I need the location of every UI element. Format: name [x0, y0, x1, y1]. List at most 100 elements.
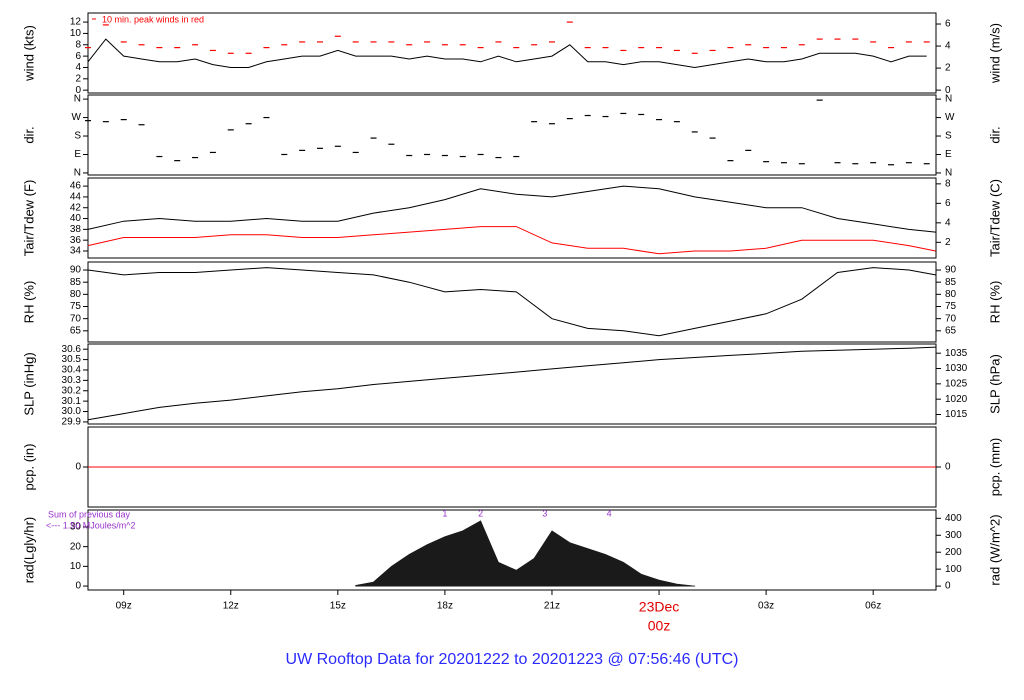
y2-axis-label: rad (W/m^2)	[987, 514, 1002, 585]
y-tick-label: W	[72, 112, 82, 123]
x-tick-label: 06z	[865, 601, 881, 612]
y2-tick-label: 65	[945, 325, 957, 336]
x-tick-label: 18z	[437, 601, 453, 612]
y-tick-label: 8	[75, 39, 81, 50]
y-tick-label: 4	[75, 62, 81, 73]
y2-axis-label: SLP (hPa)	[987, 354, 1002, 414]
y2-axis-label: dir.	[987, 126, 1002, 143]
panel-frame	[87, 12, 937, 94]
y2-tick-label: W	[945, 112, 955, 123]
y-tick-label: 85	[70, 277, 82, 288]
y-tick-label: E	[74, 149, 81, 160]
y2-tick-label: 1030	[945, 363, 968, 374]
x-tick-label: 00z	[648, 618, 671, 634]
y-tick-label: 10	[70, 28, 82, 39]
y-tick-label: 30.5	[62, 354, 82, 365]
y-tick-label: 42	[70, 202, 82, 213]
y-tick-label: 0	[75, 85, 81, 96]
line	[87, 226, 936, 255]
y-tick-label: 34	[70, 246, 82, 257]
y-tick-label: 65	[70, 325, 82, 336]
y2-tick-label: N	[945, 94, 952, 105]
y2-tick-label: 1025	[945, 378, 968, 389]
marker-label: 1	[442, 508, 447, 518]
x-tick-label: 21z	[544, 601, 560, 612]
y-tick-label: 40	[70, 213, 82, 224]
panel-frame	[87, 177, 937, 259]
y-axis-label: dir.	[21, 126, 36, 143]
y-axis-label: SLP (inHg)	[21, 352, 36, 415]
y2-tick-label: 0	[945, 462, 951, 473]
y2-axis-label: RH (%)	[987, 281, 1002, 324]
x-tick-label: 15z	[330, 601, 346, 612]
y-axis-label: pcp. (in)	[21, 444, 36, 491]
y2-tick-label: 6	[945, 198, 951, 209]
y2-tick-label: E	[945, 149, 952, 160]
y2-axis-label: Tair/Tdew (C)	[987, 179, 1002, 257]
x-tick-label: 03z	[758, 601, 774, 612]
marker-label: 2	[478, 508, 483, 518]
area	[355, 520, 696, 587]
y-tick-label: 44	[70, 192, 82, 203]
y2-tick-label: 400	[945, 513, 962, 524]
y-tick-label: 90	[70, 265, 82, 276]
y-tick-label: N	[74, 168, 81, 179]
y-tick-label: 12	[70, 17, 82, 28]
line	[87, 185, 936, 233]
y-tick-label: 36	[70, 235, 82, 246]
y-tick-label: 2	[75, 73, 81, 84]
marker-label: 3	[542, 508, 547, 518]
y2-tick-label: 90	[945, 265, 957, 276]
y2-tick-label: 1020	[945, 394, 968, 405]
y2-tick-label: 70	[945, 313, 957, 324]
y2-tick-label: 1015	[945, 409, 968, 420]
y-axis-label: RH (%)	[21, 281, 36, 324]
annotation: <--- 1.50 MJoules/m^2	[46, 520, 136, 530]
y2-axis-label: pcp. (mm)	[987, 438, 1002, 497]
y2-axis-label: wind (m/s)	[987, 23, 1002, 84]
y-tick-label: 80	[70, 289, 82, 300]
y2-tick-label: S	[945, 131, 952, 142]
panel-frame	[87, 94, 937, 176]
line	[87, 38, 927, 69]
marker-label: 4	[607, 508, 612, 518]
y-tick-label: 10	[70, 561, 82, 572]
y2-tick-label: 2	[945, 63, 951, 74]
y2-tick-label: 200	[945, 547, 962, 558]
date-label: 23Dec	[639, 599, 679, 615]
y2-tick-label: 0	[945, 581, 951, 592]
y2-tick-label: N	[945, 168, 952, 179]
panel-frame	[87, 261, 937, 343]
y2-tick-label: 8	[945, 178, 951, 189]
y2-tick-label: 6	[945, 19, 951, 30]
y-axis-label: wind (kts)	[21, 25, 36, 82]
panel-frame	[87, 343, 937, 425]
y-tick-label: S	[74, 131, 81, 142]
x-tick-label: 12z	[223, 601, 239, 612]
y2-tick-label: 80	[945, 289, 957, 300]
y2-tick-label: 4	[945, 217, 951, 228]
y2-tick-label: 75	[945, 301, 957, 312]
line	[87, 267, 936, 337]
y2-tick-label: 1035	[945, 348, 968, 359]
line	[87, 346, 936, 421]
y2-tick-label: 2	[945, 237, 951, 248]
x-tick-label: 09z	[116, 601, 132, 612]
annotation: 10 min. peak winds in red	[102, 14, 204, 24]
y-tick-label: 20	[70, 541, 82, 552]
y-tick-label: 46	[70, 181, 82, 192]
y2-tick-label: 4	[945, 41, 951, 52]
y-axis-label: rad(Lgly/hr)	[21, 517, 36, 583]
y-axis-label: Tair/Tdew (F)	[21, 180, 36, 257]
y-tick-label: 6	[75, 51, 81, 62]
y-tick-label: 38	[70, 224, 82, 235]
y-tick-label: 0	[75, 462, 81, 473]
y-tick-label: 70	[70, 313, 82, 324]
y2-tick-label: 100	[945, 564, 962, 575]
y-tick-label: 30.2	[62, 385, 82, 396]
y-tick-label: 30.6	[62, 344, 82, 355]
y-tick-label: 30.3	[62, 375, 82, 386]
annotation: Sum of previous day	[48, 509, 131, 519]
y2-tick-label: 300	[945, 530, 962, 541]
